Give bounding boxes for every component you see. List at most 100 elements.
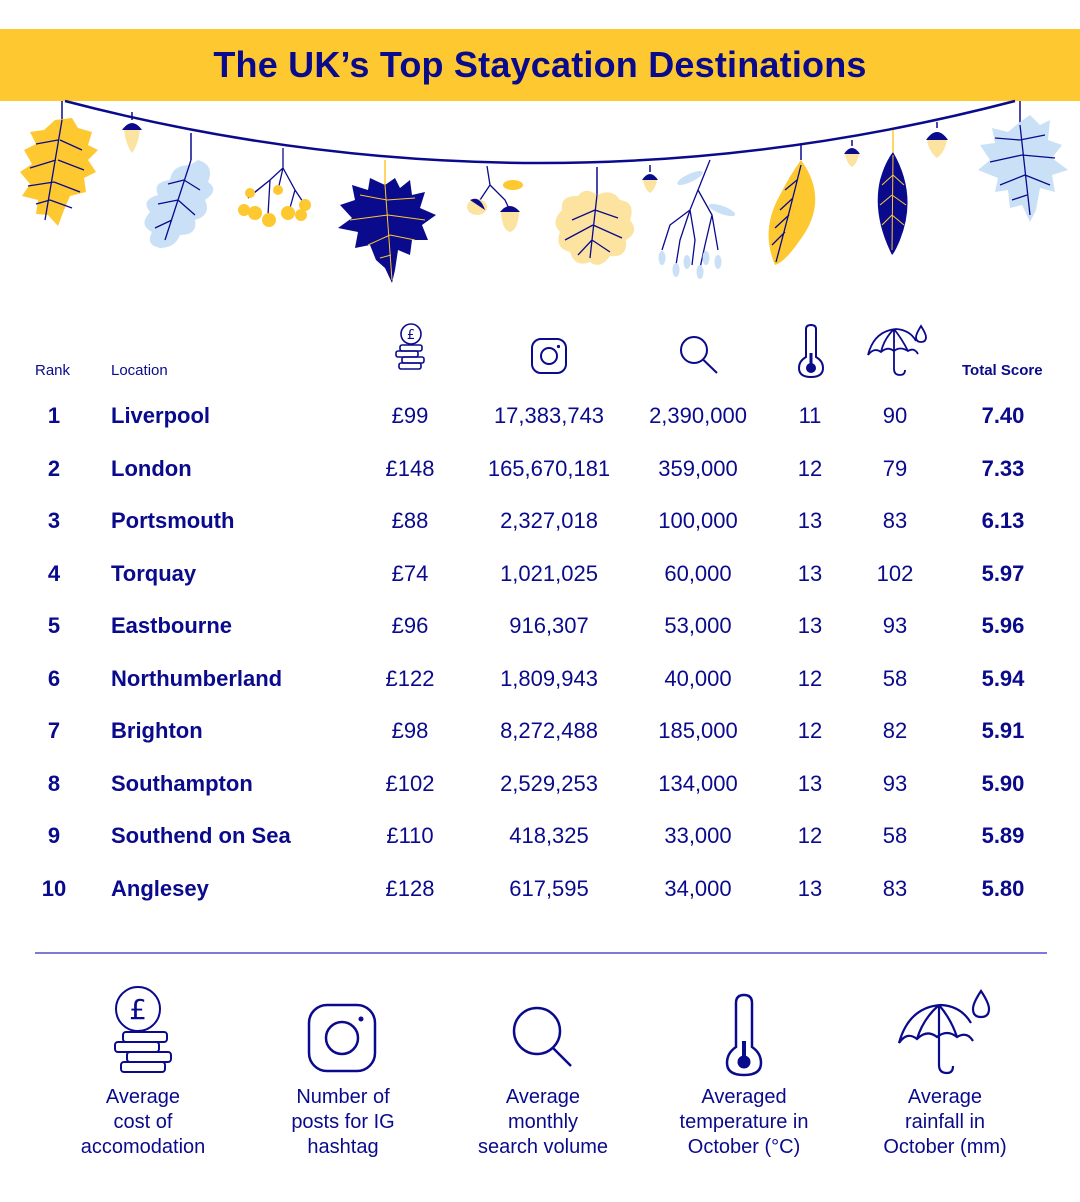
rainfall-cell: 58 [882,823,908,848]
ig-posts-cell: 1,021,025 [500,560,598,586]
table-row: 2 London £148 165,670,181 359,000 12 79 … [0,456,1080,508]
legend-label: Average monthly search volume [477,1086,609,1158]
pound-coins-icon: £ [114,986,172,1073]
title-banner: The UK’s Top Staycation Destinations [0,29,1080,101]
temperature-cell: 12 [797,455,823,481]
acorn-icon [122,112,142,153]
search-volume-cell: 60,000 [664,560,732,586]
search-volume-cell: 134,000 [658,770,738,796]
ig-posts-cell: 165,670,181 [487,455,611,481]
search-volume-cell: 359,000 [658,455,738,481]
legend-label: Average cost of accomodation [80,1086,206,1158]
ig-posts-cell: 1,809,943 [500,665,598,691]
search-icon [680,336,718,374]
total-score-cell: 5.91 [981,718,1025,743]
rainfall-cell: 90 [882,403,908,428]
rainfall-cell: 93 [882,613,908,638]
total-score-cell: 5.80 [981,875,1025,901]
divider [35,952,1047,954]
table-row: 7 Brighton £98 8,272,488 185,000 12 82 5… [0,718,1080,770]
cost-cell: £96 [391,613,429,638]
table-row: 4 Torquay £74 1,021,025 60,000 13 102 5.… [0,561,1080,613]
berries-icon [238,148,311,227]
cost-cell: £74 [391,560,429,586]
ig-posts-cell: 2,529,253 [500,770,598,796]
total-score-cell: 6.13 [981,508,1025,533]
cost-cell: £102 [385,770,435,796]
legend-label: Average rainfall in October (mm) [883,1086,1007,1158]
location-cell: Anglesey [111,875,209,901]
svg-text:£: £ [129,993,147,1026]
svg-text:£: £ [407,328,415,343]
ig-posts-cell: 17,383,743 [493,403,605,428]
rainfall-cell: 82 [882,718,908,743]
location-cell: Southampton [111,770,253,796]
rainfall-cell: 102 [876,560,914,586]
cost-cell: £99 [391,403,429,428]
legend-label: Number of posts for IG hashtag [291,1086,395,1158]
search-icon [512,1006,572,1067]
total-score-cell: 5.90 [981,770,1025,796]
rank-cell: 7 [47,718,61,743]
acorn-icon [642,165,658,193]
temperature-cell: 12 [797,823,823,848]
rainfall-cell: 58 [882,665,908,691]
temperature-cell: 13 [797,508,823,533]
table-row: 6 Northumberland £122 1,809,943 40,000 1… [0,666,1080,718]
rainfall-cell: 83 [882,875,908,901]
acorn-icon [844,140,860,167]
thermometer-icon [725,993,763,1077]
ig-posts-cell: 418,325 [509,823,589,848]
search-volume-cell: 40,000 [664,665,732,691]
ig-posts-cell: 8,272,488 [500,718,598,743]
rainfall-cell: 93 [882,770,908,796]
cost-cell: £98 [391,718,429,743]
temperature-cell: 13 [797,875,823,901]
table-row: 10 Anglesey £128 617,595 34,000 13 83 5.… [0,876,1080,928]
rainfall-cell: 79 [882,455,908,481]
table-row: 5 Eastbourne £96 916,307 53,000 13 93 5.… [0,613,1080,665]
temperature-cell: 11 [798,403,822,428]
temperature-cell: 12 [797,665,823,691]
total-score-cell: 7.33 [981,455,1025,481]
light-blue-maple-leaf-icon [978,101,1068,222]
ig-posts-cell: 617,595 [509,875,589,901]
location-cell: Torquay [111,560,197,586]
temperature-cell: 13 [797,613,823,638]
instagram-icon [307,1003,377,1073]
rank-cell: 2 [47,455,61,481]
acorn-icon [926,122,948,158]
temperature-cell: 13 [797,770,823,796]
total-score-cell: 5.89 [981,823,1025,848]
location-cell: London [111,455,192,481]
rank-cell: 6 [47,665,61,691]
rank-cell: 4 [47,560,61,586]
cost-cell: £88 [391,508,429,533]
total-score-cell: 5.96 [981,613,1025,638]
cost-cell: £122 [385,665,435,691]
legend-item-instagram: Number of posts for IG hashtag [243,985,443,1160]
rank-cell: 5 [47,613,61,638]
table-row: 1 Liverpool £99 17,383,743 2,390,000 11 … [0,403,1080,455]
pound-coins-icon: £ [395,323,425,370]
location-cell: Brighton [111,718,203,743]
rank-cell: 10 [41,875,67,901]
legend-label: Averaged temperature in October (°C) [679,1086,809,1158]
instagram-icon [531,338,567,374]
total-score-cell: 7.40 [981,403,1025,428]
legend-item-search: Average monthly search volume [443,985,643,1160]
header-location: Location [111,362,168,379]
garland-string [64,99,1016,165]
yellow-leaf-icon [20,101,98,226]
legend-item-temperature: Averaged temperature in October (°C) [644,985,844,1160]
temperature-cell: 12 [797,718,823,743]
location-cell: Southend on Sea [111,823,291,848]
location-cell: Eastbourne [111,613,233,638]
cost-cell: £110 [386,823,434,848]
total-score-cell: 5.97 [981,560,1025,586]
ig-posts-cell: 916,307 [509,613,589,638]
thermometer-icon [797,323,825,379]
catkin-branch-icon [658,159,736,279]
location-cell: Portsmouth [111,508,235,533]
temperature-cell: 13 [797,560,823,586]
